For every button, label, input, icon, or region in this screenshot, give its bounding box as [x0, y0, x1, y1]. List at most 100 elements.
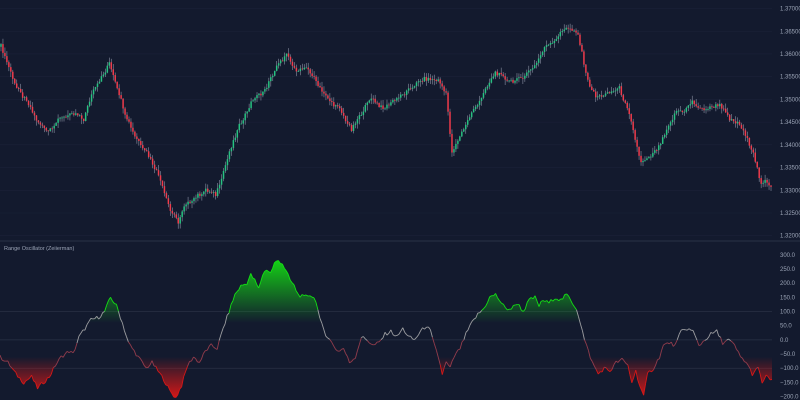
oscillator-segment — [730, 340, 733, 343]
oscillator-segment — [595, 369, 599, 375]
oscillator-segment — [621, 357, 625, 361]
candle-body — [614, 90, 617, 92]
oscillator-segment — [479, 310, 483, 313]
candle-body — [433, 79, 435, 81]
oscillator-segment — [216, 340, 220, 350]
candle-body — [323, 91, 325, 94]
candle-body — [459, 136, 461, 141]
candle-body — [764, 179, 766, 183]
candle-body — [252, 100, 254, 102]
candle-body — [719, 103, 721, 107]
candle-body — [488, 82, 491, 87]
candle-body — [75, 113, 77, 115]
candle-body — [726, 112, 729, 115]
oscillator-segment — [428, 326, 431, 330]
oscillator-segment — [21, 381, 25, 385]
oscillator-segment — [510, 305, 514, 310]
candle-body — [234, 137, 237, 141]
oscillator-segment — [384, 332, 388, 336]
oscillator-segment — [580, 324, 583, 331]
candle-body — [222, 170, 225, 179]
oscillator-segment — [749, 368, 753, 376]
candle-body — [100, 76, 103, 82]
candle-body — [514, 80, 516, 83]
oscillator-segment — [570, 299, 573, 305]
candle-body — [640, 155, 642, 163]
oscillator-segment — [27, 377, 30, 381]
oscillator-segment — [151, 360, 155, 367]
candle-body — [474, 106, 477, 110]
candle-body — [447, 92, 449, 112]
oscillator-segment — [617, 359, 621, 363]
candle-body — [600, 95, 603, 97]
candle-body — [535, 62, 538, 66]
candle-body — [390, 102, 392, 106]
candle-body — [132, 127, 134, 132]
oscillator-segment — [522, 308, 526, 312]
candle-body — [528, 70, 530, 73]
candle-body — [437, 79, 439, 81]
candle-body — [703, 108, 705, 111]
candle-body — [642, 160, 644, 163]
candle-body — [246, 111, 248, 114]
candle-body — [673, 113, 676, 120]
candle-body — [693, 100, 695, 105]
oscillator-segment — [218, 333, 222, 341]
candle-body — [500, 72, 502, 75]
oscillator-segment — [29, 374, 32, 379]
candle-body — [624, 100, 627, 103]
candle-body — [346, 121, 349, 124]
candle-body — [4, 52, 6, 57]
oscillator-segment — [552, 298, 556, 302]
candle-body — [667, 125, 670, 130]
indicator-label[interactable]: Range Oscillator (Zeiierman) — [4, 246, 74, 252]
candle-body — [138, 138, 140, 142]
oscillator-segment — [165, 384, 168, 386]
oscillator-segment — [371, 343, 374, 346]
oscillator-segment — [226, 312, 230, 316]
price-candles[interactable] — [0, 23, 772, 229]
oscillator-segment — [392, 334, 396, 337]
candle-body — [114, 75, 116, 82]
candle-body — [57, 118, 59, 123]
candle-body — [272, 75, 274, 78]
candle-body — [565, 27, 567, 30]
oscillator-segment — [741, 357, 745, 362]
oscillator-segment — [121, 322, 125, 331]
candle-body — [616, 88, 619, 91]
oscillator-segment — [540, 300, 544, 302]
oscillator-segment — [104, 305, 108, 312]
oscillator-segment — [489, 295, 492, 298]
candle-body — [348, 123, 351, 125]
candle-body — [760, 178, 762, 184]
candle-body — [197, 193, 199, 198]
oscillator-segment — [230, 300, 234, 305]
candle-body — [612, 91, 615, 93]
oscillator-segment — [499, 300, 502, 304]
candle-body — [598, 95, 601, 97]
oscillator-segment — [254, 278, 258, 285]
candle-body — [524, 75, 526, 79]
oscillator-segment — [530, 297, 534, 300]
oscillator-segment — [193, 356, 196, 359]
oscillator-segment — [208, 343, 212, 347]
candle-body — [35, 115, 38, 121]
oscillator-segment — [149, 360, 153, 366]
candle-body — [258, 93, 260, 96]
oscillator-segment — [272, 262, 275, 269]
candle-body — [746, 135, 749, 138]
candle-body — [268, 81, 270, 88]
candle-body — [559, 32, 562, 37]
oscillator-segment — [74, 342, 78, 350]
candle-body — [608, 92, 611, 94]
oscillator-segment — [481, 308, 485, 311]
candle-body — [585, 64, 587, 73]
candle-body — [256, 95, 258, 99]
candle-body — [344, 115, 347, 122]
oscillator-segment — [120, 318, 123, 324]
oscillator-segment — [593, 365, 597, 370]
oscillator-segment — [39, 382, 42, 386]
candle-body — [248, 108, 250, 112]
candle-body — [758, 167, 760, 179]
candle-body — [25, 97, 28, 101]
